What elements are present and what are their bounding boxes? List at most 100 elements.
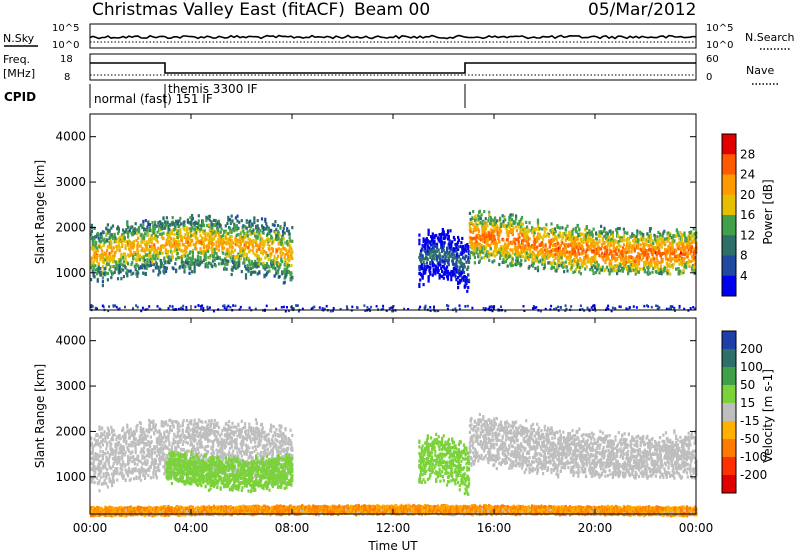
heatmap-cell xyxy=(109,265,111,268)
heatmap-cell xyxy=(166,216,168,219)
heatmap-cell xyxy=(636,233,638,236)
heatmap-cell xyxy=(508,234,510,237)
heatmap-cell xyxy=(270,229,272,232)
heatmap-cell xyxy=(232,304,234,307)
heatmap-cell xyxy=(659,234,661,237)
heatmap-cell xyxy=(247,230,249,233)
heatmap-cell xyxy=(290,272,292,275)
heatmap-cell xyxy=(132,255,134,258)
heatmap-cell xyxy=(119,246,121,249)
heatmap-cell xyxy=(628,250,630,253)
heatmap-cell xyxy=(131,444,133,447)
heatmap-cell xyxy=(192,254,194,257)
heatmap-cell xyxy=(429,271,431,274)
heatmap-cell xyxy=(424,307,426,310)
heatmap-cell xyxy=(107,272,109,275)
heatmap-cell xyxy=(260,258,262,261)
heatmap-cell xyxy=(498,263,500,266)
heatmap-cell xyxy=(243,251,245,254)
heatmap-cell xyxy=(649,239,651,242)
heatmap-cell xyxy=(499,217,501,220)
heatmap-cell xyxy=(566,225,568,228)
heatmap-cell xyxy=(217,228,219,231)
heatmap-cell xyxy=(99,267,101,270)
heatmap-cell xyxy=(190,223,192,226)
heatmap-cell xyxy=(448,259,450,262)
heatmap-cell xyxy=(642,256,644,259)
heatmap-cell xyxy=(125,463,127,466)
freq-trace xyxy=(90,63,696,73)
heatmap-cell xyxy=(160,248,162,251)
heatmap-cell xyxy=(124,453,126,456)
heatmap-cell xyxy=(130,270,132,273)
heatmap-cell xyxy=(651,264,653,267)
heatmap-cell xyxy=(565,304,567,307)
heatmap-cell xyxy=(504,218,506,221)
heatmap-cell xyxy=(119,459,121,462)
heatmap-cell xyxy=(687,253,689,256)
heatmap-cell xyxy=(683,269,685,272)
heatmap-cell xyxy=(92,305,94,308)
heatmap-cell xyxy=(447,229,449,232)
heatmap-cell xyxy=(511,248,513,251)
heatmap-cell xyxy=(127,455,129,458)
heatmap-cell xyxy=(613,246,615,249)
heatmap-cell xyxy=(576,253,578,256)
heatmap-cell xyxy=(98,236,100,239)
heatmap-cell xyxy=(598,271,600,274)
heatmap-cell xyxy=(240,257,242,260)
heatmap-cell xyxy=(231,273,233,276)
heatmap-cell xyxy=(91,480,93,483)
heatmap-cell xyxy=(526,248,528,251)
heatmap-cell xyxy=(521,216,523,219)
heatmap-cell xyxy=(514,220,516,223)
heatmap-cell xyxy=(197,304,199,307)
heatmap-cell xyxy=(648,255,650,258)
heatmap-cell xyxy=(109,433,111,436)
heatmap-cell xyxy=(357,307,359,310)
heatmap-cell xyxy=(218,249,220,252)
heatmap-cell xyxy=(428,233,430,236)
heatmap-cell xyxy=(173,267,175,270)
heatmap-cell xyxy=(100,246,102,249)
heatmap-cell xyxy=(582,245,584,248)
heatmap-cell xyxy=(284,231,286,234)
heatmap-cell xyxy=(125,479,127,482)
noise-search-label: N.Search xyxy=(745,31,795,44)
heatmap-cell xyxy=(198,219,200,222)
heatmap-cell xyxy=(104,430,106,433)
heatmap-cell xyxy=(550,305,552,308)
heatmap-cell xyxy=(144,477,146,480)
heatmap-cell xyxy=(122,462,124,465)
heatmap-cell xyxy=(635,260,637,263)
heatmap-cell xyxy=(571,233,573,236)
heatmap-cell xyxy=(582,248,584,251)
heatmap-cell xyxy=(125,451,127,454)
heatmap-cell xyxy=(522,255,524,258)
heatmap-cell xyxy=(557,242,559,245)
heatmap-cell xyxy=(277,255,279,258)
y-tick-label: 1000 xyxy=(55,266,86,280)
heatmap-cell xyxy=(116,467,118,470)
heatmap-cell xyxy=(173,233,175,236)
heatmap-cell xyxy=(277,224,279,227)
heatmap-cell xyxy=(657,268,659,271)
heatmap-cell xyxy=(460,258,462,261)
heatmap-cell xyxy=(98,262,100,265)
heatmap-cell xyxy=(637,247,639,250)
heatmap-cell xyxy=(123,275,125,278)
heatmap-cell xyxy=(137,272,139,275)
heatmap-cell xyxy=(629,241,631,244)
heatmap-cell xyxy=(127,235,129,238)
heatmap-cell xyxy=(515,225,517,228)
heatmap-cell xyxy=(192,257,194,260)
heatmap-cell xyxy=(606,307,608,310)
power-panel-frame xyxy=(90,114,696,310)
heatmap-cell xyxy=(208,246,210,249)
heatmap-cell xyxy=(544,260,546,263)
heatmap-cell xyxy=(136,424,138,427)
heatmap-cell xyxy=(560,306,562,309)
heatmap-cell xyxy=(572,263,574,266)
freq-tick-top: 18 xyxy=(60,54,73,65)
heatmap-cell xyxy=(130,249,132,252)
